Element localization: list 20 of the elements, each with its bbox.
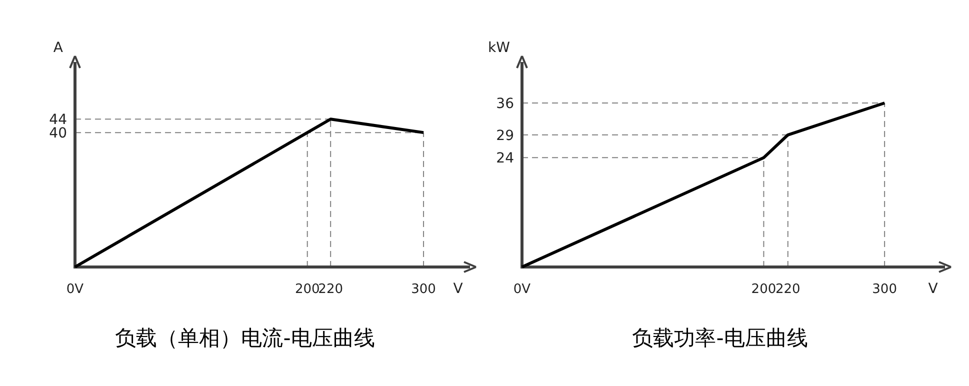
x-axis-title: V xyxy=(928,281,938,297)
x-axis-title: V xyxy=(453,281,464,297)
x-tick-label: 220 xyxy=(775,282,800,297)
x-tick-label: 220 xyxy=(318,282,343,297)
y-axis-title: A xyxy=(53,40,64,56)
y-tick-label: 36 xyxy=(496,96,514,112)
y-tick-label: 44 xyxy=(49,112,68,128)
x-tick-label: 300 xyxy=(411,282,436,297)
x-tick-label: 300 xyxy=(872,282,897,297)
y-tick-label: 40 xyxy=(49,126,67,142)
x-tick-label: 200 xyxy=(294,282,320,297)
x-tick-label: 200 xyxy=(751,282,776,297)
y-tick-label: 29 xyxy=(496,128,514,144)
y-axis-title: kW xyxy=(488,40,510,56)
text: 负载（单相）电流-电压曲线 xyxy=(115,326,375,350)
x-tick-label: 0V xyxy=(513,282,531,297)
text: 负载功率-电压曲线 xyxy=(632,326,808,350)
y-tick-label: 24 xyxy=(496,150,514,167)
x-tick-label: 0V xyxy=(66,282,84,297)
line-series xyxy=(520,102,886,268)
